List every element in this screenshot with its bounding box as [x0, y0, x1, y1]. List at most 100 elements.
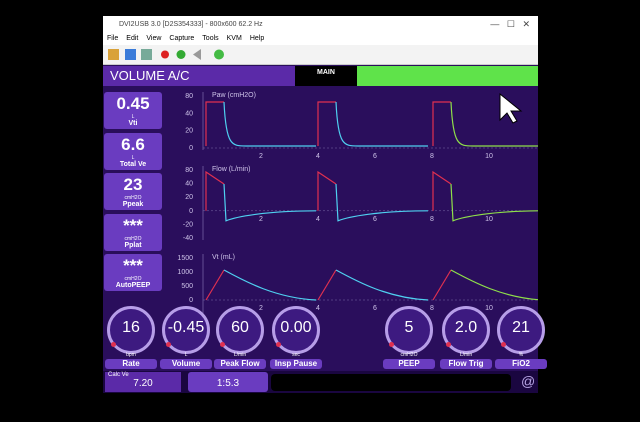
- waveform-insp: [205, 269, 225, 301]
- waveform-exp: [450, 269, 538, 301]
- x-tick-label: 8: [430, 153, 434, 160]
- knob-indicator: [111, 342, 116, 347]
- menu-item[interactable]: View: [146, 35, 162, 42]
- y-tick-label: 40: [185, 181, 193, 188]
- knob-value: 16: [122, 319, 140, 336]
- knob-label: Rate: [105, 359, 157, 369]
- knob-unit: bpm: [126, 352, 136, 358]
- readout-value: ***: [123, 256, 143, 275]
- waveform-exp: [335, 269, 429, 301]
- waveform-exp: [223, 269, 317, 301]
- readout-unit: L: [131, 114, 135, 120]
- footer-bar: Calc Ve 7.20 1:5.3 @: [103, 371, 538, 393]
- knob-unit: %: [518, 352, 524, 358]
- knob-unit: cmH2O: [400, 352, 418, 358]
- y-tick-label: 80: [185, 93, 193, 100]
- calc-ve-value: 7.20: [133, 378, 153, 389]
- knob-unit: L/min: [233, 352, 247, 358]
- graph-title: Flow (L/min): [212, 166, 251, 173]
- readout-label: Vti: [128, 120, 138, 127]
- knob[interactable]: -0.45 L Volume: [160, 306, 212, 370]
- readout-unit: cmH2O: [124, 235, 142, 242]
- y-tick-label: 1500: [177, 255, 193, 262]
- main-tab[interactable]: MAIN: [295, 66, 357, 86]
- waveform-exp: [335, 101, 428, 147]
- status-bar: [357, 66, 538, 86]
- readout: 6.6 L Total Ve: [104, 132, 162, 170]
- knob[interactable]: 60 L/min Peak Flow: [214, 306, 266, 370]
- readout: *** cmH2O AutoPEEP: [104, 254, 162, 291]
- knob-unit: L: [184, 352, 188, 358]
- waveform-exp: [223, 101, 316, 147]
- waveform-exp: [335, 183, 429, 222]
- title-bar: DVI2USB 3.0 [D2S354333] - 800x600 62.2 H…: [103, 16, 538, 33]
- readout-value: 23: [123, 175, 143, 194]
- menu-item[interactable]: Edit: [126, 35, 139, 42]
- waveform-insp: [317, 101, 336, 146]
- y-tick-label: -40: [183, 235, 193, 242]
- knob[interactable]: 16 bpm Rate: [105, 306, 157, 370]
- graph-title: Paw (cmH2O): [212, 92, 256, 99]
- readout-value: 0.45: [116, 94, 150, 113]
- knob[interactable]: 21% FiO2: [495, 306, 547, 370]
- y-tick-label: 40: [185, 110, 193, 117]
- knob[interactable]: 0.00 sec Insp Pause: [270, 306, 322, 370]
- waveform-exp: [450, 183, 538, 222]
- knob-value: 0.00: [280, 319, 312, 336]
- knob-unit: sec: [292, 352, 300, 358]
- knob-label: PEEP: [383, 359, 435, 369]
- x-tick-label: 6: [373, 305, 377, 312]
- readout-label: Total Ve: [119, 160, 147, 168]
- waveform-exp: [450, 101, 538, 147]
- cursor: [499, 92, 523, 124]
- readout: 23 cmH2O Ppeak: [104, 173, 162, 210]
- x-tick-label: 10: [485, 305, 493, 312]
- knob-label: Volume: [160, 359, 212, 369]
- x-tick-label: 10: [485, 216, 493, 223]
- calc-ve: Calc Ve 7.20: [105, 372, 181, 392]
- readout-label: AutoPEEP: [115, 282, 151, 289]
- knob-label: FiO2: [495, 359, 547, 369]
- knob-indicator: [166, 342, 171, 347]
- x-tick-label: 6: [373, 153, 377, 160]
- knob-value: 2.0: [454, 319, 478, 336]
- menu-item[interactable]: Capture: [169, 35, 195, 42]
- waveform-exp: [223, 183, 317, 222]
- x-tick-label: 10: [485, 153, 493, 160]
- knob-value: -0.45: [167, 319, 205, 336]
- knob-indicator: [446, 342, 451, 347]
- y-tick-label: -20: [183, 221, 193, 228]
- waveform-insp: [432, 170, 452, 211]
- knob-label: Peak Flow: [214, 359, 266, 369]
- x-tick-label: 6: [373, 216, 377, 223]
- y-tick-label: 0: [189, 208, 193, 215]
- x-tick-label: 4: [316, 153, 320, 160]
- x-tick-label: 2: [259, 216, 263, 223]
- knob[interactable]: 2.0 L/min Flow Trig: [440, 306, 492, 370]
- waveforms: Paw (cmH2O)804020024681012Flow (L/min)80…: [177, 92, 538, 318]
- toolbar-icons[interactable]: [103, 45, 243, 64]
- waveform-insp: [432, 101, 451, 146]
- knob-unit: L/min: [459, 352, 473, 358]
- x-tick-label: 2: [259, 305, 263, 312]
- knob-ring: [272, 306, 320, 354]
- menu-item[interactable]: KVM: [226, 35, 242, 42]
- ie-ratio: 1:5.3: [188, 372, 268, 392]
- menu-item[interactable]: Tools: [202, 35, 219, 42]
- window-title: DVI2USB 3.0 [D2S354333] - 800x600 62.2 H…: [119, 21, 263, 28]
- readout-unit: cmH2O: [124, 195, 142, 201]
- menu-item[interactable]: File: [107, 35, 119, 42]
- knob[interactable]: 5 cmH2O PEEP: [383, 306, 435, 370]
- knob-indicator: [389, 342, 394, 347]
- menu-bar: File Edit View Capture Tools KVM Help: [103, 33, 538, 45]
- waveform-insp: [432, 269, 452, 301]
- window-controls[interactable]: — ☐ ✕: [490, 19, 530, 29]
- logo: @: [521, 373, 536, 389]
- y-tick-label: 0: [189, 297, 193, 304]
- menu-item[interactable]: Help: [249, 35, 265, 42]
- y-tick-label: 20: [185, 128, 193, 135]
- readout: 0.45 L Vti: [104, 92, 162, 129]
- toolbar: [103, 45, 538, 65]
- y-tick-label: 20: [185, 194, 193, 201]
